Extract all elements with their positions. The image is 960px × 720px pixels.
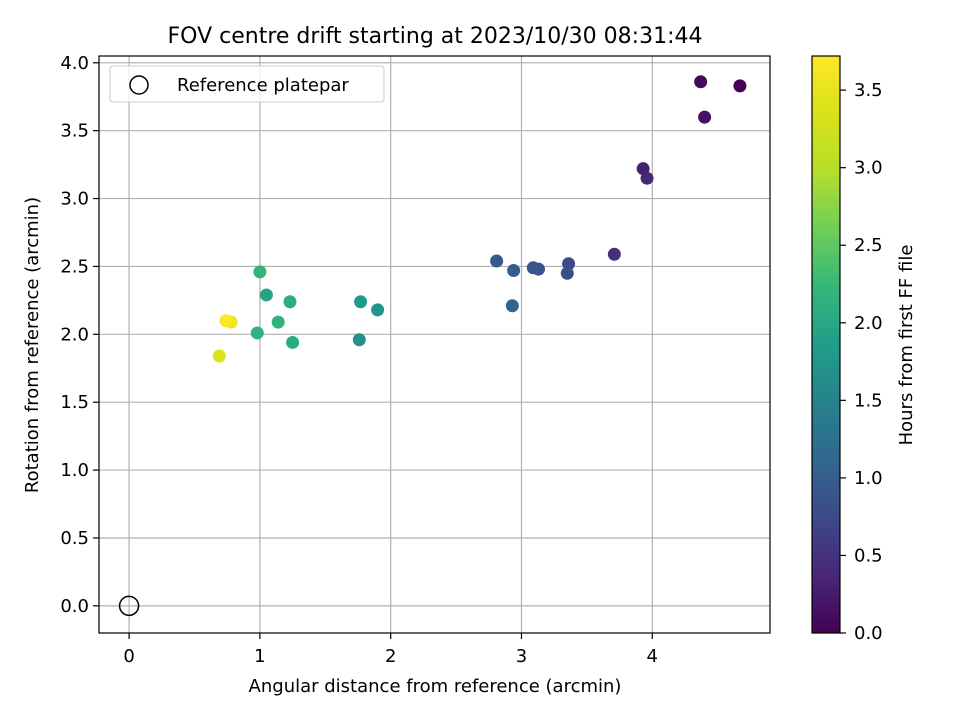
colorbar-tick-label: 0.5	[854, 545, 883, 566]
data-point	[505, 299, 519, 313]
colorbar-tick-label: 3.5	[854, 80, 883, 101]
reference-platepar-marker	[118, 595, 140, 617]
data-point	[259, 288, 273, 302]
data-point	[640, 171, 654, 185]
x-tick-label: 2	[385, 646, 396, 667]
data-point	[286, 335, 300, 349]
x-axis-label: Angular distance from reference (arcmin)	[249, 676, 622, 697]
y-tick-label: 3.5	[60, 121, 89, 142]
colorbar	[811, 55, 841, 634]
y-tick-label: 2.5	[60, 256, 89, 277]
data-point	[253, 265, 267, 279]
colorbar-ticks: 0.0 0.5 1.0 1.5 2.0 2.5 3.0 3.5	[840, 80, 883, 644]
colorbar-tick-label: 2.5	[854, 235, 883, 256]
plot-frame	[98, 55, 771, 634]
x-tick-label: 3	[516, 646, 527, 667]
y-tick-label: 4.0	[60, 53, 89, 74]
colorbar-tick-label: 1.0	[854, 468, 883, 489]
y-axis-label: Rotation from reference (arcmin)	[22, 197, 43, 493]
legend: Reference platepar	[109, 65, 385, 103]
data-point	[607, 247, 621, 261]
y-tick-label: 1.0	[60, 460, 89, 481]
data-point	[698, 110, 712, 124]
data-point	[733, 79, 747, 93]
chart-title: FOV centre drift starting at 2023/10/30 …	[168, 24, 703, 49]
legend-label-reference: Reference platepar	[177, 75, 349, 96]
y-tick-label: 0.5	[60, 528, 89, 549]
data-point	[560, 266, 574, 280]
data-point	[354, 295, 368, 309]
data-point	[371, 303, 385, 317]
data-point	[212, 349, 226, 363]
x-tick-label: 0	[123, 646, 134, 667]
grid	[99, 56, 770, 633]
data-point	[219, 314, 233, 328]
y-tick-label: 2.0	[60, 324, 89, 345]
colorbar-label: Hours from first FF file	[896, 245, 917, 446]
x-tick-label: 1	[254, 646, 265, 667]
y-axis: 0.0 0.5 1.0 1.5 2.0 2.5 3.0 3.5 4.0	[60, 53, 99, 617]
data-point	[694, 75, 708, 89]
data-point	[250, 326, 264, 340]
legend-marker-reference	[129, 75, 149, 95]
data-point	[507, 264, 521, 278]
data-point	[562, 257, 576, 271]
colorbar-tick-label: 1.5	[854, 390, 883, 411]
data-point	[352, 333, 366, 347]
y-tick-label: 0.0	[60, 596, 89, 617]
data-point	[283, 295, 297, 309]
colorbar-tick-label: 2.0	[854, 313, 883, 334]
data-points	[118, 75, 747, 617]
legend-box	[109, 65, 385, 103]
data-point	[526, 261, 540, 275]
data-point	[271, 315, 285, 329]
y-tick-label: 3.0	[60, 189, 89, 210]
x-tick-label: 4	[647, 646, 658, 667]
data-point	[490, 254, 504, 268]
y-tick-label: 1.5	[60, 392, 89, 413]
colorbar-tick-label: 0.0	[854, 623, 883, 644]
x-axis: 0 1 2 3 4	[123, 633, 658, 667]
colorbar-tick-label: 3.0	[854, 158, 883, 179]
